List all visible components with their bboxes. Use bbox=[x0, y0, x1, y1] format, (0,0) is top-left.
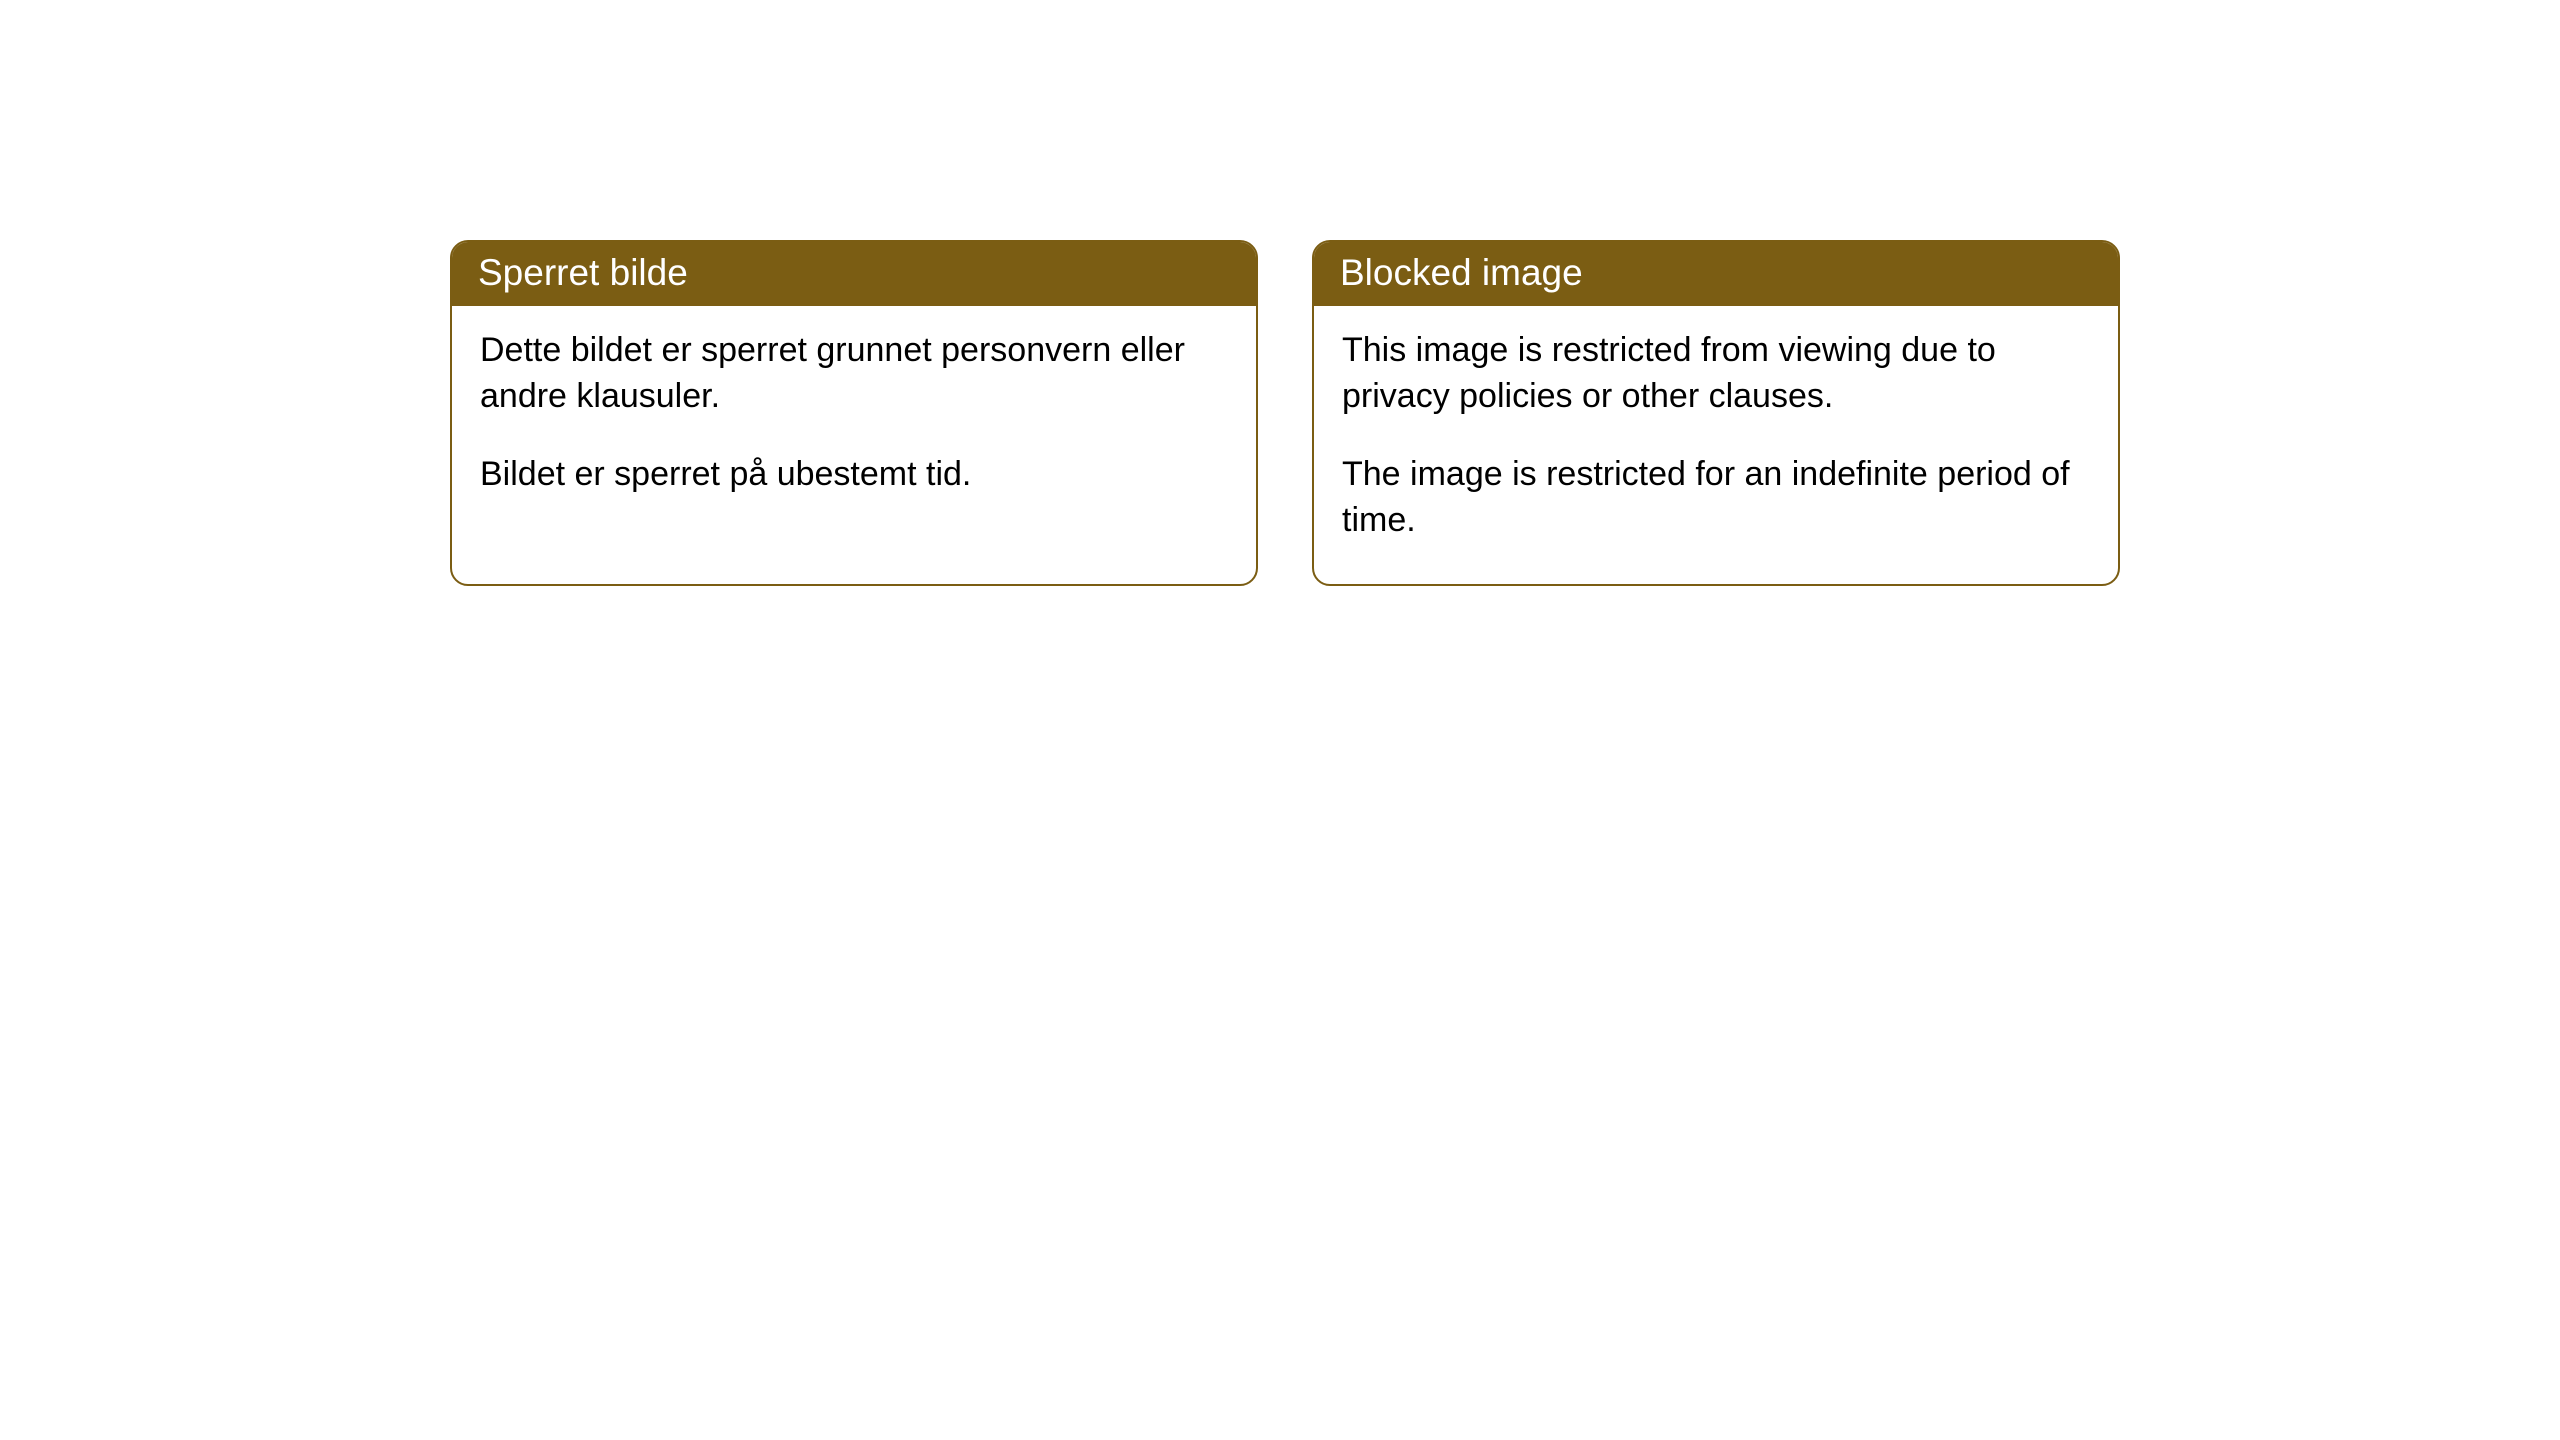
card-paragraph: The image is restricted for an indefinit… bbox=[1342, 452, 2090, 544]
card-paragraph: Bildet er sperret på ubestemt tid. bbox=[480, 452, 1228, 498]
blocked-image-card-no: Sperret bilde Dette bildet er sperret gr… bbox=[450, 240, 1258, 586]
card-paragraph: This image is restricted from viewing du… bbox=[1342, 328, 2090, 420]
card-body: Dette bildet er sperret grunnet personve… bbox=[452, 306, 1256, 538]
cards-container: Sperret bilde Dette bildet er sperret gr… bbox=[450, 240, 2120, 586]
card-body: This image is restricted from viewing du… bbox=[1314, 306, 2118, 584]
card-title: Sperret bilde bbox=[452, 242, 1256, 306]
card-paragraph: Dette bildet er sperret grunnet personve… bbox=[480, 328, 1228, 420]
blocked-image-card-en: Blocked image This image is restricted f… bbox=[1312, 240, 2120, 586]
card-title: Blocked image bbox=[1314, 242, 2118, 306]
